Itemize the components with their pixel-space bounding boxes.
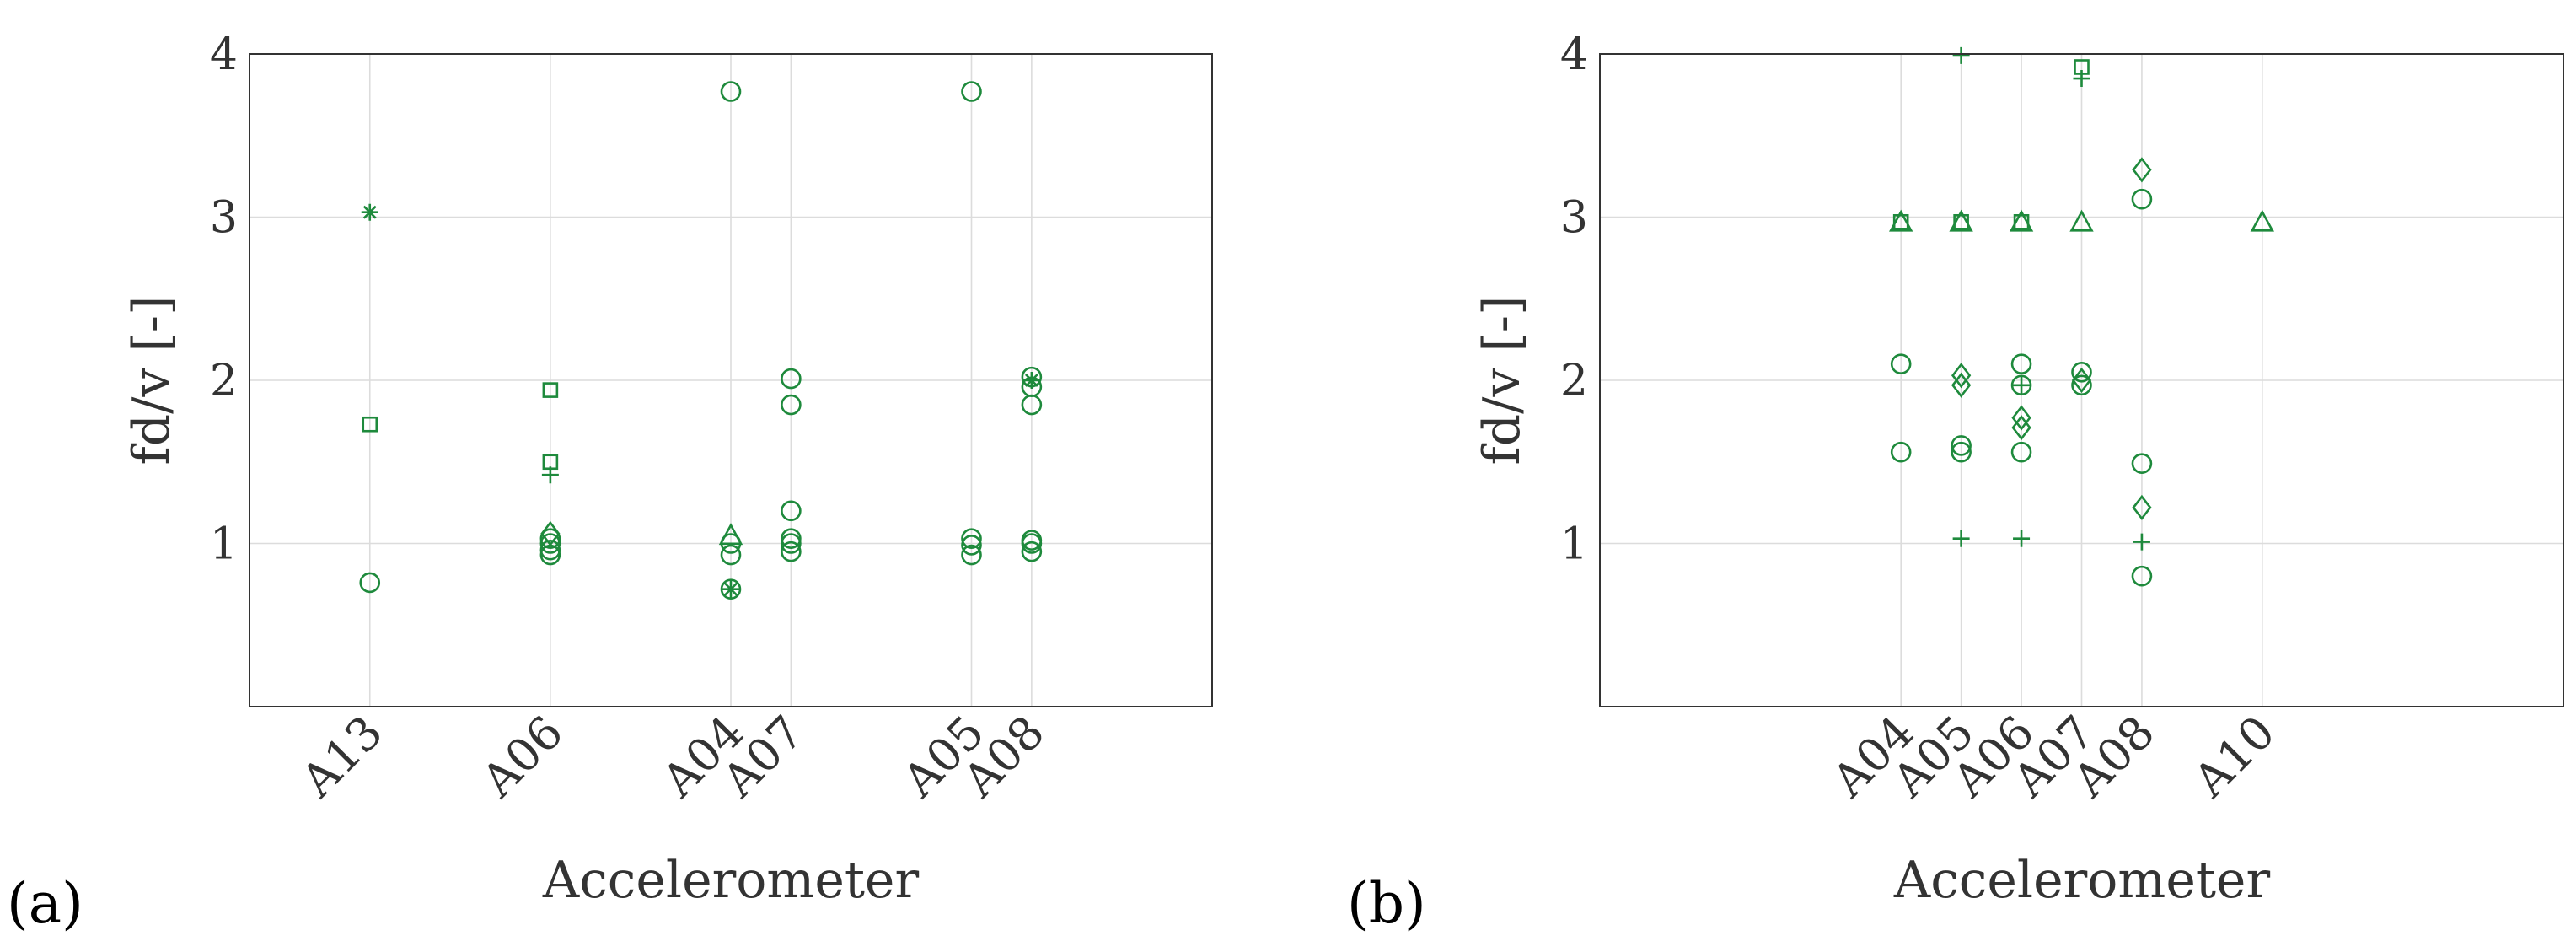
circle-marker — [2071, 374, 2092, 396]
y-axis-label: fd/v [-] — [122, 296, 181, 465]
circle-marker — [2010, 353, 2032, 374]
y-tick-label: 3 — [1560, 193, 1588, 244]
circle-marker — [2071, 362, 2092, 383]
y-tick-label: 2 — [1560, 356, 1588, 406]
circle-marker — [720, 81, 742, 102]
circle-marker — [2131, 453, 2153, 474]
triangle-marker — [1949, 209, 1973, 232]
grid-lines — [250, 53, 1212, 707]
square-marker — [1953, 214, 1969, 230]
diamond-marker — [2132, 494, 2152, 521]
x-axis-label: Accelerometer — [1893, 851, 2271, 910]
data-points — [1888, 46, 2275, 587]
circle-marker — [961, 544, 982, 566]
plot-area-frame — [1599, 53, 2564, 707]
circle-marker — [2010, 441, 2032, 463]
plus-marker — [1952, 530, 1970, 547]
diamond-marker — [2011, 414, 2031, 441]
diamond-marker — [540, 520, 561, 547]
data-points — [359, 81, 1043, 600]
square-marker — [362, 416, 378, 433]
x-axis-label: Accelerometer — [542, 851, 920, 910]
square-marker — [2013, 214, 2030, 230]
circle-marker — [1021, 530, 1043, 551]
plus-marker — [2013, 376, 2031, 394]
square-marker — [542, 382, 559, 398]
circle-marker — [539, 539, 561, 561]
diamond-marker — [1951, 363, 1972, 389]
circle-marker — [539, 528, 561, 549]
y-tick-label: 2 — [210, 356, 238, 406]
circle-marker — [539, 533, 561, 554]
circle-marker — [1021, 366, 1043, 388]
circle-marker — [720, 544, 742, 566]
y-tick-label: 4 — [1560, 30, 1588, 80]
diamond-marker — [2132, 157, 2152, 183]
circle-marker — [961, 535, 982, 556]
y-tick-label: 4 — [210, 30, 238, 80]
triangle-marker — [2250, 209, 2275, 232]
circle-marker — [2131, 565, 2153, 587]
circle-marker — [781, 500, 802, 522]
circle-marker — [1951, 441, 1972, 463]
square-marker — [2074, 59, 2090, 75]
circle-marker — [781, 528, 802, 549]
panel-label: (b) — [1347, 871, 1426, 936]
circle-marker — [961, 528, 982, 549]
triangle-marker — [2069, 209, 2094, 232]
panel-label: (a) — [7, 871, 83, 936]
x-tick-label: A10 — [2183, 706, 2285, 808]
y-tick-labels: 1 2 3 4 — [210, 30, 238, 570]
x-tick-label: A06 — [471, 706, 573, 808]
circle-marker — [781, 541, 802, 562]
plus-marker — [2133, 533, 2150, 551]
circle-marker — [961, 81, 982, 102]
triangle-marker — [1888, 209, 1913, 232]
triangle-marker — [2009, 209, 2034, 232]
circle-marker — [1951, 435, 1972, 456]
diamond-marker — [2071, 367, 2092, 394]
circle-marker — [1890, 353, 1912, 374]
diamond-marker — [1951, 372, 1972, 398]
circle-marker — [1021, 541, 1043, 562]
plus-marker — [1952, 46, 1970, 64]
diamond-marker — [2011, 405, 2031, 431]
circle-marker — [359, 572, 381, 594]
triangle-marker — [718, 523, 743, 546]
x-tick-label: A13 — [291, 706, 393, 808]
y-tick-label: 1 — [1560, 519, 1588, 570]
square-marker — [542, 454, 559, 471]
plot-area-frame — [249, 53, 1213, 707]
asterisk-marker — [1022, 372, 1040, 389]
y-axis-label: fd/v [-] — [1473, 296, 1532, 465]
asterisk-marker — [722, 580, 739, 598]
circle-marker — [781, 394, 802, 416]
circle-marker — [1890, 441, 1912, 463]
asterisk-marker — [361, 203, 378, 221]
y-tick-label: 1 — [210, 519, 238, 570]
circle-marker — [2010, 374, 2032, 396]
circle-marker — [781, 368, 802, 390]
y-tick-labels: 1 2 3 4 — [1560, 30, 1588, 570]
circle-marker — [781, 533, 802, 554]
square-marker — [1892, 214, 1909, 230]
circle-marker — [2131, 188, 2153, 210]
circle-marker — [720, 578, 742, 600]
y-tick-label: 3 — [210, 193, 238, 244]
grid-lines — [1600, 53, 2563, 707]
plus-marker — [2013, 530, 2031, 547]
